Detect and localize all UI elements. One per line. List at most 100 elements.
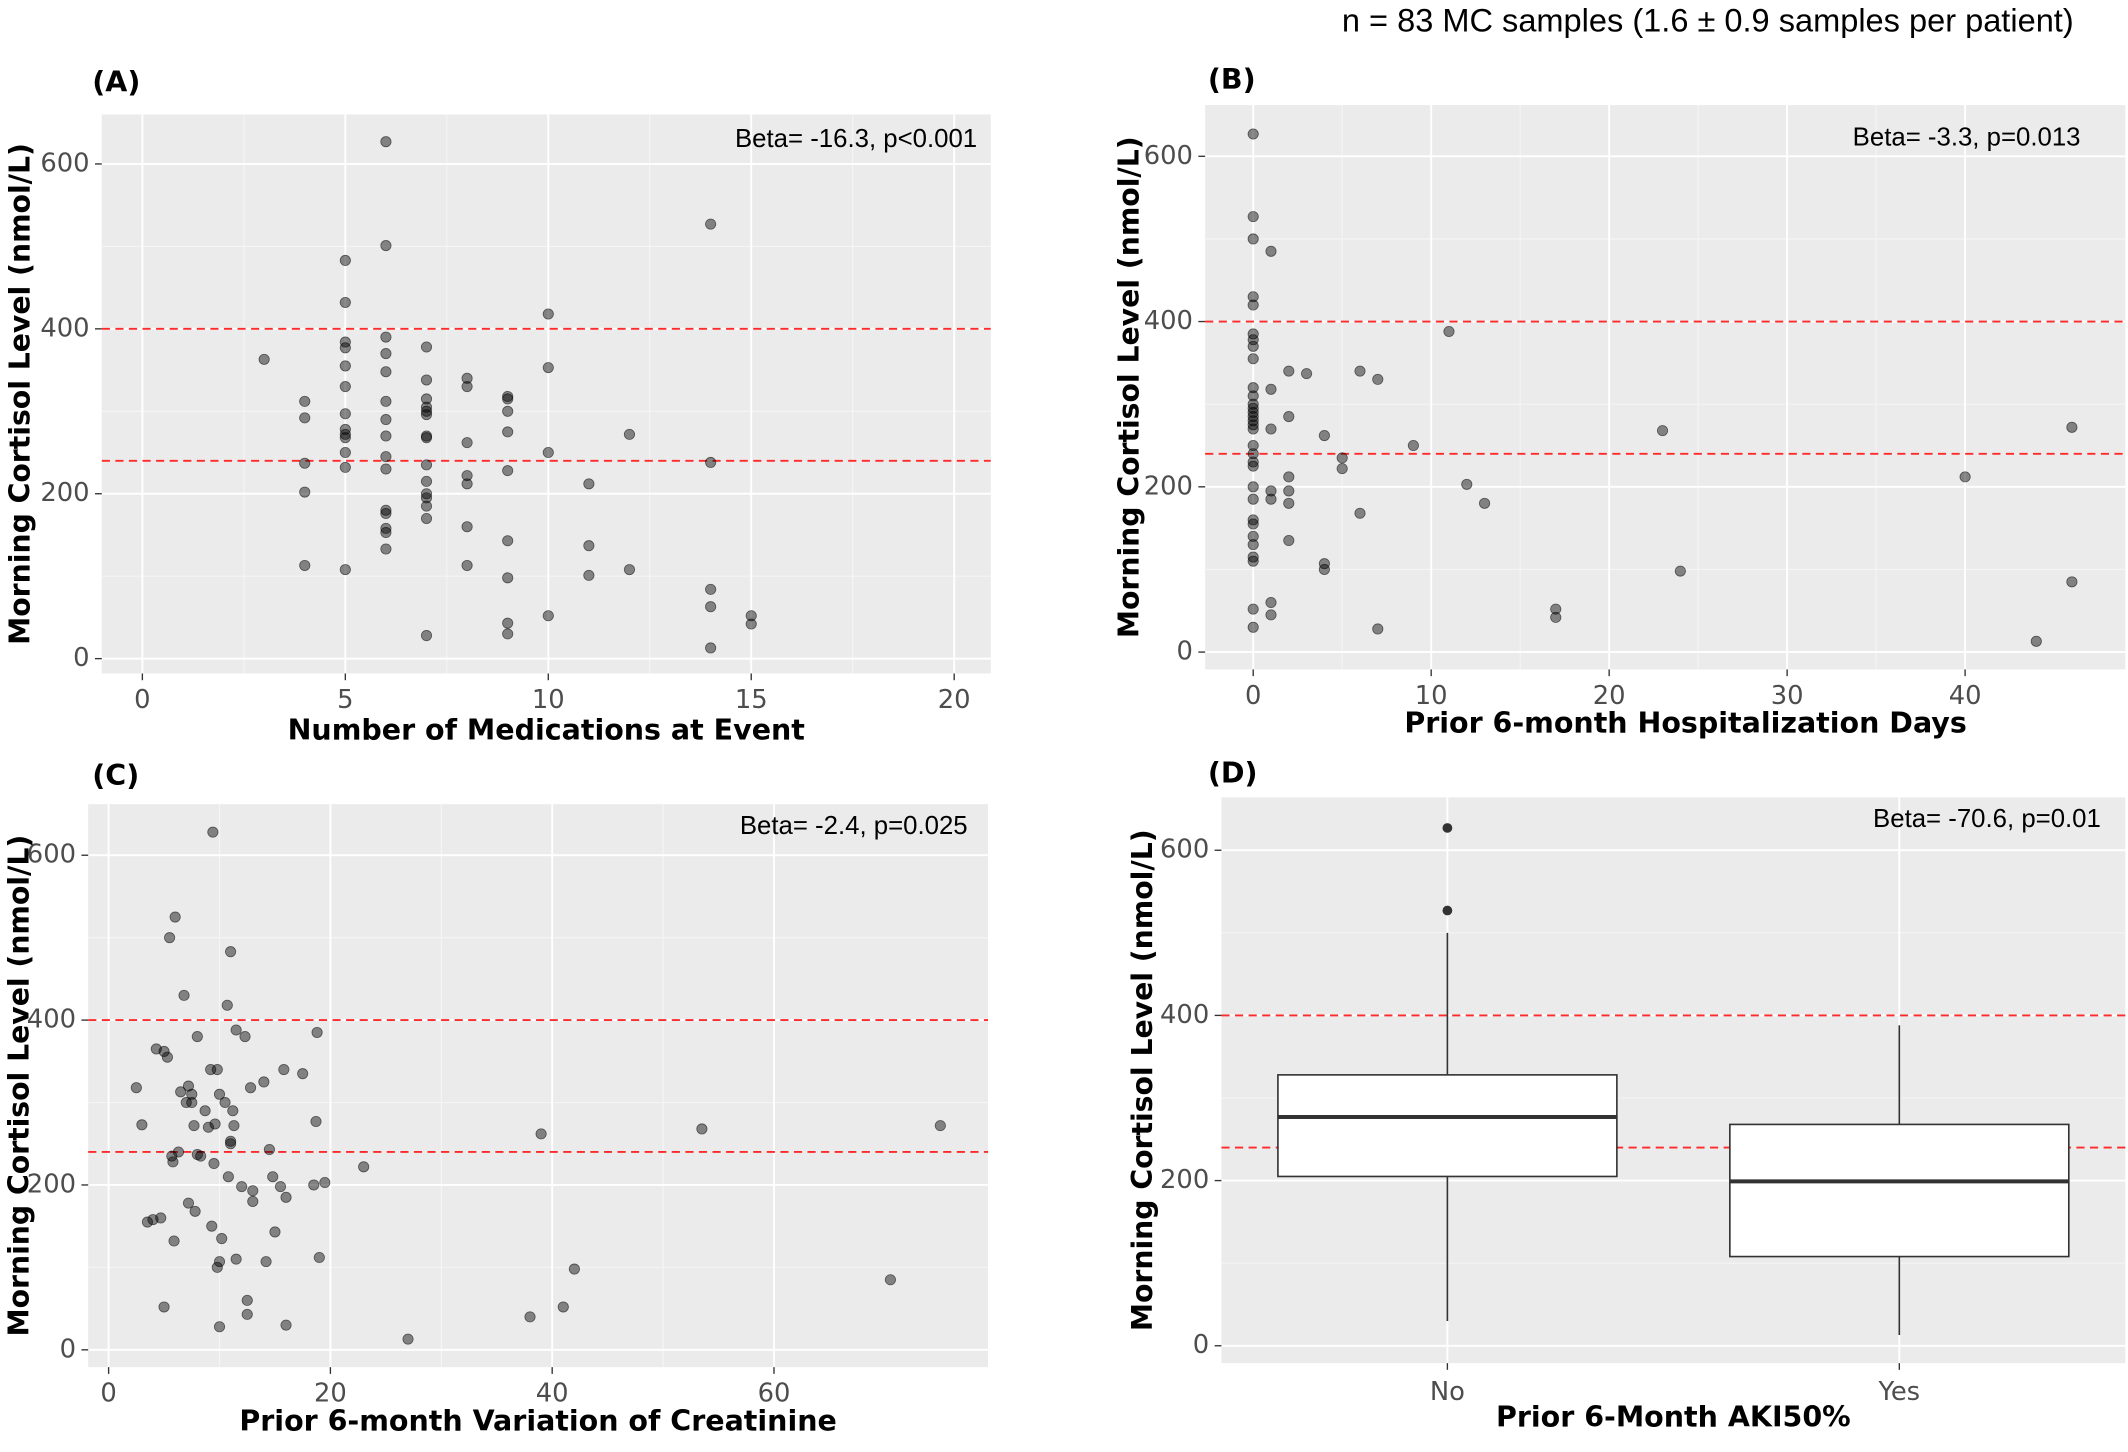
y-tick-label: 200 [27,1170,76,1200]
data-point [1336,452,1348,464]
data-point [884,1274,896,1286]
data-point [186,1088,198,1100]
data-point [195,1150,207,1162]
data-point [380,463,392,475]
data-point [213,1321,226,1333]
data-point [236,1181,248,1193]
data-point [339,254,351,266]
data-point [169,911,181,923]
data-point [1265,245,1277,257]
data-point [502,535,514,547]
data-point [380,451,392,463]
data-point [221,999,233,1011]
data-point [380,331,392,343]
data-point [2030,635,2042,647]
data-point [241,1308,253,1320]
data-point [1283,471,1295,483]
data-point [542,362,554,374]
data-point [189,1205,201,1217]
data-point [1354,507,1366,519]
data-point [1959,471,1971,483]
data-point [1247,390,1259,402]
y-axis-label: Morning Cortisol Level (nmol/L) [2,835,35,1337]
data-point [358,1161,370,1173]
data-point [1479,497,1491,509]
data-point [1301,368,1313,380]
data-point [339,428,351,440]
data-point [705,583,717,595]
panel-title: (A) [92,66,140,99]
data-point [1283,535,1295,547]
data-point [1247,402,1259,414]
data-point [1247,211,1259,223]
data-point [1318,558,1330,570]
data-point [502,405,514,417]
data-point [1247,460,1259,472]
data-point [461,559,473,571]
data-point [199,1105,211,1117]
data-point [213,1256,226,1268]
y-axis-label: Morning Cortisol Level (nmol/L) [4,143,37,645]
data-point [420,488,433,500]
data-point [542,446,554,459]
data-point [211,1064,223,1076]
data-point [247,1195,259,1207]
data-point [380,526,392,539]
data-point [745,618,757,630]
data-point [420,341,433,353]
data-point [380,348,392,360]
data-point [1550,603,1562,615]
data-point [557,1301,569,1313]
data-point [380,136,392,148]
data-point [161,1051,173,1063]
data-point [420,432,433,444]
data-point [420,409,433,421]
data-point [583,569,595,581]
data-point [258,353,270,365]
data-point [524,1311,536,1323]
data-point [1247,551,1259,563]
data-point [1247,423,1259,435]
data-point [339,342,351,354]
data-point [136,1119,148,1131]
x-tick-label: 20 [314,1379,347,1409]
data-point [380,508,392,520]
data-point [1247,406,1259,418]
data-point [380,504,392,516]
data-point [380,395,392,407]
data-point [705,642,717,654]
x-tick-label: Yes [1878,1377,1921,1407]
data-point [280,1191,292,1203]
data-point [1247,539,1259,551]
data-point [1247,456,1259,468]
data-point [209,1118,221,1130]
data-point [1247,518,1259,530]
data-point [420,512,433,524]
y-tick-label: 200 [1160,1165,1209,1195]
data-point [1283,411,1295,423]
data-point [705,218,717,230]
data-point [155,1212,167,1224]
data-point [2066,576,2078,588]
data-point [225,946,237,958]
data-point [216,1233,228,1245]
x-tick-label: 0 [100,1379,116,1409]
data-point [339,408,351,420]
data-point [1372,373,1384,385]
data-point [1247,353,1259,365]
data-point [297,1068,309,1080]
y-tick-label: 0 [60,1334,76,1364]
data-point [535,1128,547,1140]
data-point [158,1301,170,1313]
x-axis-label: Prior 6-month Variation of Creatinine [239,1404,836,1437]
data-point [1247,328,1259,340]
data-point [299,412,311,424]
data-point [380,366,392,378]
data-point [461,470,473,482]
data-point [339,432,351,444]
data-point [1247,128,1259,140]
data-point [1265,596,1277,609]
data-point [207,826,219,838]
data-point [339,461,351,473]
